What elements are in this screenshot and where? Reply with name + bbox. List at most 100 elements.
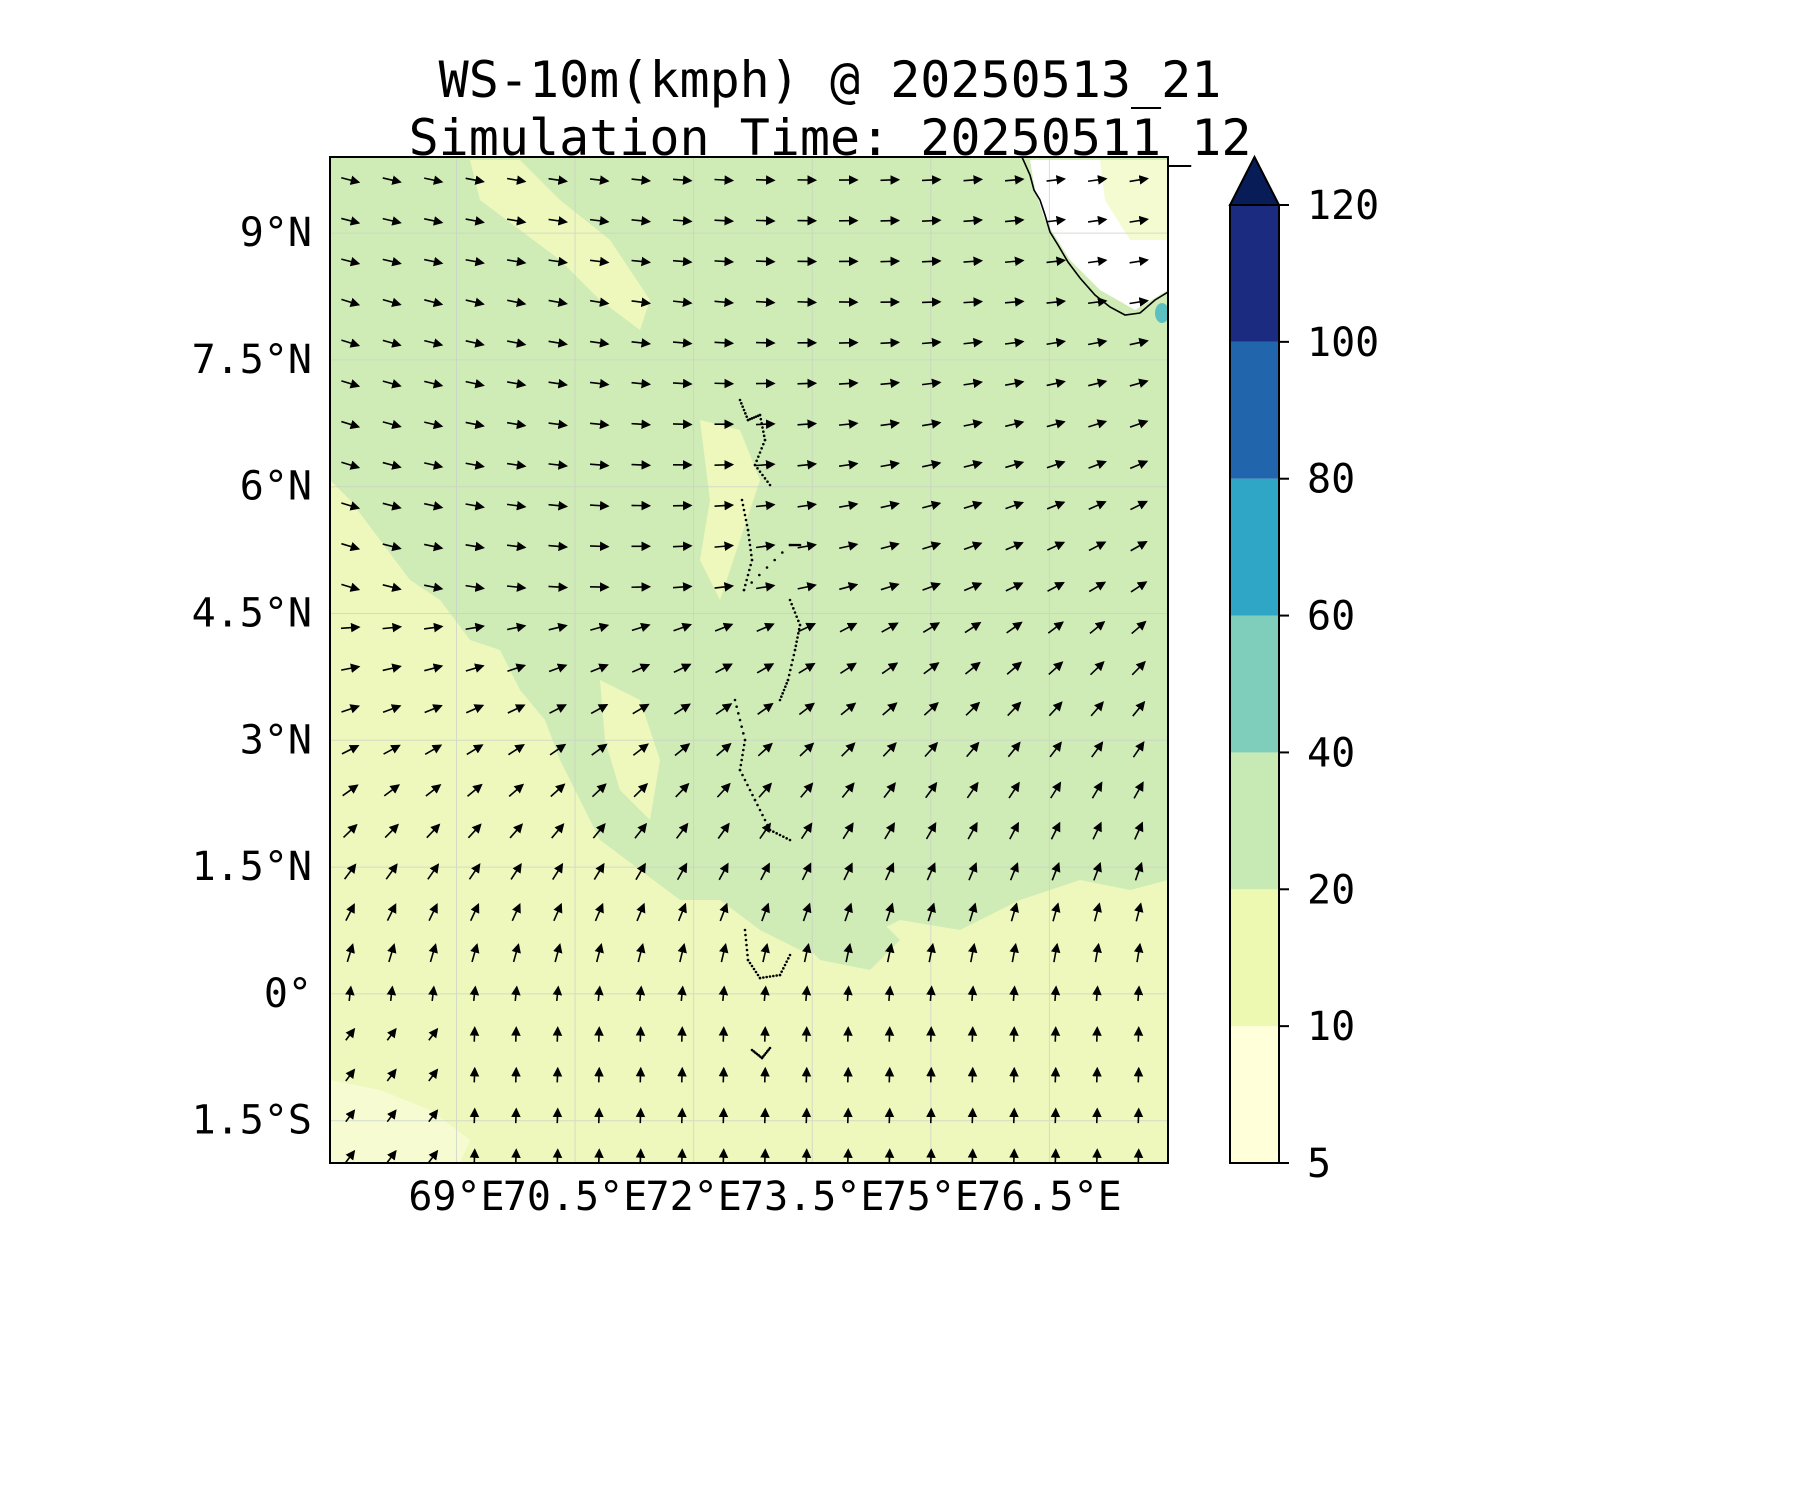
wind-arrow [755, 419, 776, 429]
wind-arrow [428, 985, 438, 1002]
colorbar-tick-label: 80 [1307, 457, 1355, 503]
atoll-dot [796, 636, 799, 639]
atoll-dot [756, 414, 760, 418]
wind-arrow [1046, 215, 1067, 226]
atoll-dot [738, 398, 742, 402]
wind-arrow [636, 902, 646, 922]
atoll-dot [746, 573, 750, 577]
wind-arrow [386, 985, 397, 1002]
wind-arrow [428, 1149, 439, 1163]
atoll-dot [744, 518, 748, 522]
wind-arrow [673, 703, 691, 715]
wind-arrow [839, 541, 859, 551]
atoll-dot [745, 948, 749, 952]
wind-arrow [797, 500, 817, 511]
wind-arrow [511, 985, 521, 1002]
wind-arrow [386, 1109, 397, 1123]
wind-arrow [797, 378, 818, 389]
wind-arrow [921, 256, 942, 267]
atoll-dot [760, 447, 763, 450]
wind-arrow [341, 338, 361, 348]
atoll-dot [790, 602, 793, 606]
atoll-dot [738, 768, 742, 772]
wind-arrow [880, 337, 901, 348]
atoll-dot [740, 402, 743, 405]
atoll-dot [750, 964, 754, 968]
atoll-dot [742, 408, 746, 412]
wind-arrow [838, 460, 859, 470]
wind-arrow [507, 297, 527, 308]
wind-arrow [926, 985, 936, 1002]
atoll-dot [787, 957, 790, 960]
wind-arrow [631, 582, 652, 592]
wind-arrow [1009, 942, 1019, 963]
wind-arrow [1005, 541, 1024, 551]
wind-arrow [428, 1109, 439, 1123]
wind-arrow [756, 622, 775, 633]
atoll-dot [745, 415, 748, 418]
wind-arrow [593, 862, 605, 881]
wind-arrow [345, 943, 355, 963]
wind-arrow [802, 902, 812, 922]
wind-arrow [1133, 985, 1144, 1002]
wind-arrow [1088, 419, 1108, 429]
atoll-dot [741, 503, 745, 507]
wind-arrow [673, 663, 692, 674]
wind-arrow [842, 822, 854, 840]
wind-arrow [1133, 942, 1144, 963]
wind-arrow [797, 419, 818, 429]
wind-arrow [387, 943, 397, 963]
atoll-dot [748, 417, 752, 421]
wind-arrow [677, 985, 687, 1002]
lat-tick-label: 1.5°N [192, 844, 312, 890]
wind-arrow [715, 663, 733, 674]
atoll-dot [765, 566, 769, 569]
wind-arrow [469, 903, 480, 922]
wind-arrow [465, 541, 485, 552]
wind-arrow [507, 663, 527, 673]
wind-arrow [1091, 741, 1104, 758]
wind-arrow [798, 662, 816, 674]
atoll-dot [747, 533, 750, 537]
wind-arrow [1006, 661, 1023, 675]
atoll-dot [789, 668, 792, 672]
wind-arrow [674, 743, 691, 757]
speed-band-10-20-patch [330, 520, 540, 800]
colorbar: 5 10 20 40 60 80 100 120 [1228, 154, 1379, 1187]
wind-arrow [715, 703, 733, 715]
atoll-dot [748, 961, 752, 965]
colorbar-band [1230, 889, 1279, 1027]
wind-arrow [383, 744, 401, 755]
atoll-dot [742, 732, 745, 735]
wind-arrow [1009, 985, 1019, 1002]
wind-arrow [922, 500, 942, 510]
wind-arrow [382, 419, 402, 430]
atoll-dot [743, 778, 747, 782]
wind-arrow [382, 622, 403, 633]
wind-arrow [507, 704, 526, 714]
wind-arrow [925, 822, 937, 840]
wind-arrow [509, 823, 524, 839]
atoll-dot [756, 467, 759, 470]
wind-arrow [755, 297, 776, 307]
colorbar-tick-label: 100 [1307, 320, 1379, 366]
wind-arrow [921, 419, 942, 429]
wind-arrow [632, 703, 650, 715]
wind-arrow [552, 985, 563, 1002]
atoll-dot [744, 412, 747, 415]
wind-arrow [386, 1027, 397, 1041]
wind-arrow [631, 378, 652, 389]
wind-arrow [633, 783, 649, 798]
atoll-dot [780, 970, 783, 973]
atoll-dot [750, 553, 753, 557]
wind-arrow [548, 541, 569, 552]
atoll-dot [737, 712, 740, 715]
wind-arrow [424, 460, 444, 470]
wind-arrow [800, 822, 813, 840]
wind-arrow [1133, 781, 1144, 799]
wind-arrow [631, 297, 652, 307]
wind-arrow [677, 902, 687, 922]
wind-arrow [1134, 861, 1144, 881]
wind-arrow [714, 175, 735, 185]
wind-arrow [635, 862, 646, 881]
